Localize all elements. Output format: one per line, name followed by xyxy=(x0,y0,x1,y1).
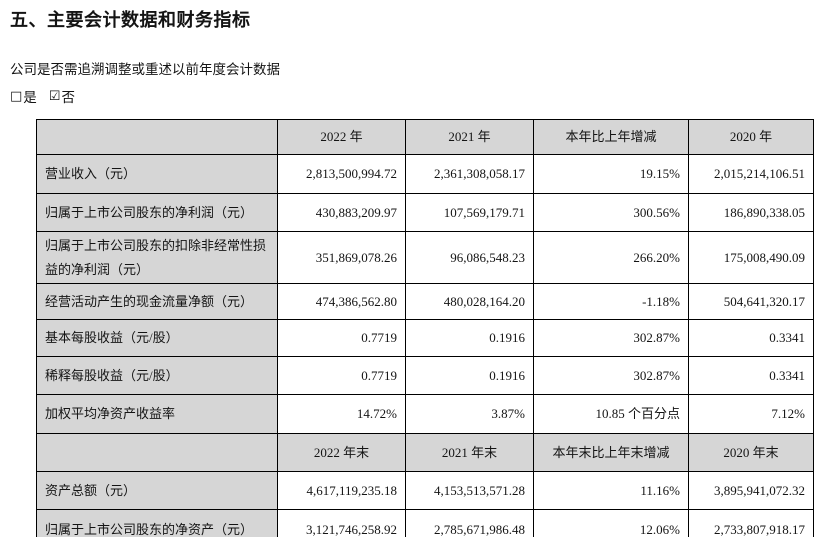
value-cell-2021: 480,028,164.20 xyxy=(405,283,534,320)
header-2021-end: 2021 年末 xyxy=(405,433,534,472)
table-row-revenue: 营业收入（元） 2,813,500,994.72 2,361,308,058.1… xyxy=(36,154,814,194)
value-cell-2020: 504,641,320.17 xyxy=(688,283,814,320)
value-cell-2020: 186,890,338.05 xyxy=(688,193,814,232)
value-cell-2020: 3,895,941,072.32 xyxy=(688,471,814,510)
value-cell-2021: 107,569,179.71 xyxy=(405,193,534,232)
header-2020: 2020 年 xyxy=(688,119,814,155)
header-2022-end: 2022 年末 xyxy=(277,433,406,472)
value-cell-change: 11.16% xyxy=(533,471,689,510)
checkbox-checked-icon: ☑ xyxy=(48,88,61,104)
value-cell-2020: 0.3341 xyxy=(688,356,814,395)
value-cell-2022: 3,121,746,258.92 xyxy=(277,509,406,537)
checkbox-no-label: 否 xyxy=(61,90,75,105)
row-label-cell: 稀释每股收益（元/股） xyxy=(36,356,278,395)
row-label-cell: 资产总额（元） xyxy=(36,471,278,510)
row-label-cell: 营业收入（元） xyxy=(36,154,278,194)
value-cell-change: -1.18% xyxy=(533,283,689,320)
value-cell-change: 302.87% xyxy=(533,356,689,395)
table-header-row-year-end: 2022 年末 2021 年末 本年末比上年末增减 2020 年末 xyxy=(36,433,814,472)
value-cell-2020: 0.3341 xyxy=(688,319,814,357)
table-row-net-assets: 归属于上市公司股东的净资产（元） 3,121,746,258.92 2,785,… xyxy=(36,509,814,537)
value-cell-2020: 175,008,490.09 xyxy=(688,231,814,284)
table-header-row-annual: 2022 年 2021 年 本年比上年增减 2020 年 xyxy=(36,119,814,155)
value-cell-change: 10.85 个百分点 xyxy=(533,394,689,434)
value-cell-change: 12.06% xyxy=(533,509,689,537)
checkbox-yes: □ 是 xyxy=(10,86,37,106)
value-cell-2021: 0.1916 xyxy=(405,319,534,357)
table-row-total-assets: 资产总额（元） 4,617,119,235.18 4,153,513,571.2… xyxy=(36,471,814,510)
row-label-cell: 归属于上市公司股东的净资产（元） xyxy=(36,509,278,537)
table-row-net-profit: 归属于上市公司股东的净利润（元） 430,883,209.97 107,569,… xyxy=(36,193,814,232)
table-row-diluted-eps: 稀释每股收益（元/股） 0.7719 0.1916 302.87% 0.3341 xyxy=(36,356,814,395)
value-cell-2022: 4,617,119,235.18 xyxy=(277,471,406,510)
checkbox-yes-label: 是 xyxy=(23,90,37,105)
value-cell-2022: 2,813,500,994.72 xyxy=(277,154,406,194)
page-title: 五、主要会计数据和财务指标 xyxy=(10,10,251,30)
header-2021: 2021 年 xyxy=(405,119,534,155)
header-yoy-change: 本年比上年增减 xyxy=(533,119,689,155)
row-label-cell: 经营活动产生的现金流量净额（元） xyxy=(36,283,278,320)
restatement-question: 公司是否需追溯调整或重述以前年度会计数据 xyxy=(10,62,280,77)
header-2022: 2022 年 xyxy=(277,119,406,155)
table-row-operating-cash-flow: 经营活动产生的现金流量净额（元） 474,386,562.80 480,028,… xyxy=(36,283,814,320)
restatement-answer-row: □ 是 ☑ 否 xyxy=(10,86,831,106)
checkbox-no: ☑ 否 xyxy=(49,86,75,106)
value-cell-2021: 3.87% xyxy=(405,394,534,434)
value-cell-2022: 474,386,562.80 xyxy=(277,283,406,320)
table-row-weighted-avg-roe: 加权平均净资产收益率 14.72% 3.87% 10.85 个百分点 7.12% xyxy=(36,394,814,434)
header-year-end-change: 本年末比上年末增减 xyxy=(533,433,689,472)
value-cell-2021: 2,785,671,986.48 xyxy=(405,509,534,537)
header-empty-cell xyxy=(36,119,278,155)
value-cell-change: 266.20% xyxy=(533,231,689,284)
value-cell-2021: 96,086,548.23 xyxy=(405,231,534,284)
value-cell-change: 300.56% xyxy=(533,193,689,232)
table-row-net-profit-excl-nonrecurring: 归属于上市公司股东的扣除非经常性损益的净利润（元） 351,869,078.26… xyxy=(36,231,814,284)
value-cell-2020: 7.12% xyxy=(688,394,814,434)
value-cell-2022: 0.7719 xyxy=(277,356,406,395)
row-label-cell: 基本每股收益（元/股） xyxy=(36,319,278,357)
header-2020-end: 2020 年末 xyxy=(688,433,814,472)
value-cell-2020: 2,015,214,106.51 xyxy=(688,154,814,194)
value-cell-2020: 2,733,807,918.17 xyxy=(688,509,814,537)
value-cell-2022: 14.72% xyxy=(277,394,406,434)
value-cell-2021: 0.1916 xyxy=(405,356,534,395)
value-cell-2021: 2,361,308,058.17 xyxy=(405,154,534,194)
value-cell-change: 302.87% xyxy=(533,319,689,357)
table-row-basic-eps: 基本每股收益（元/股） 0.7719 0.1916 302.87% 0.3341 xyxy=(36,319,814,357)
value-cell-2021: 4,153,513,571.28 xyxy=(405,471,534,510)
value-cell-2022: 430,883,209.97 xyxy=(277,193,406,232)
financial-indicators-table: 2022 年 2021 年 本年比上年增减 2020 年 营业收入（元） 2,8… xyxy=(36,119,814,537)
row-label-cell: 归属于上市公司股东的净利润（元） xyxy=(36,193,278,232)
value-cell-change: 19.15% xyxy=(533,154,689,194)
value-cell-2022: 0.7719 xyxy=(277,319,406,357)
row-label-cell: 归属于上市公司股东的扣除非经常性损益的净利润（元） xyxy=(36,231,278,284)
value-cell-2022: 351,869,078.26 xyxy=(277,231,406,284)
header-empty-cell xyxy=(36,433,278,472)
row-label-cell: 加权平均净资产收益率 xyxy=(36,394,278,434)
checkbox-unchecked-icon: □ xyxy=(10,88,23,104)
